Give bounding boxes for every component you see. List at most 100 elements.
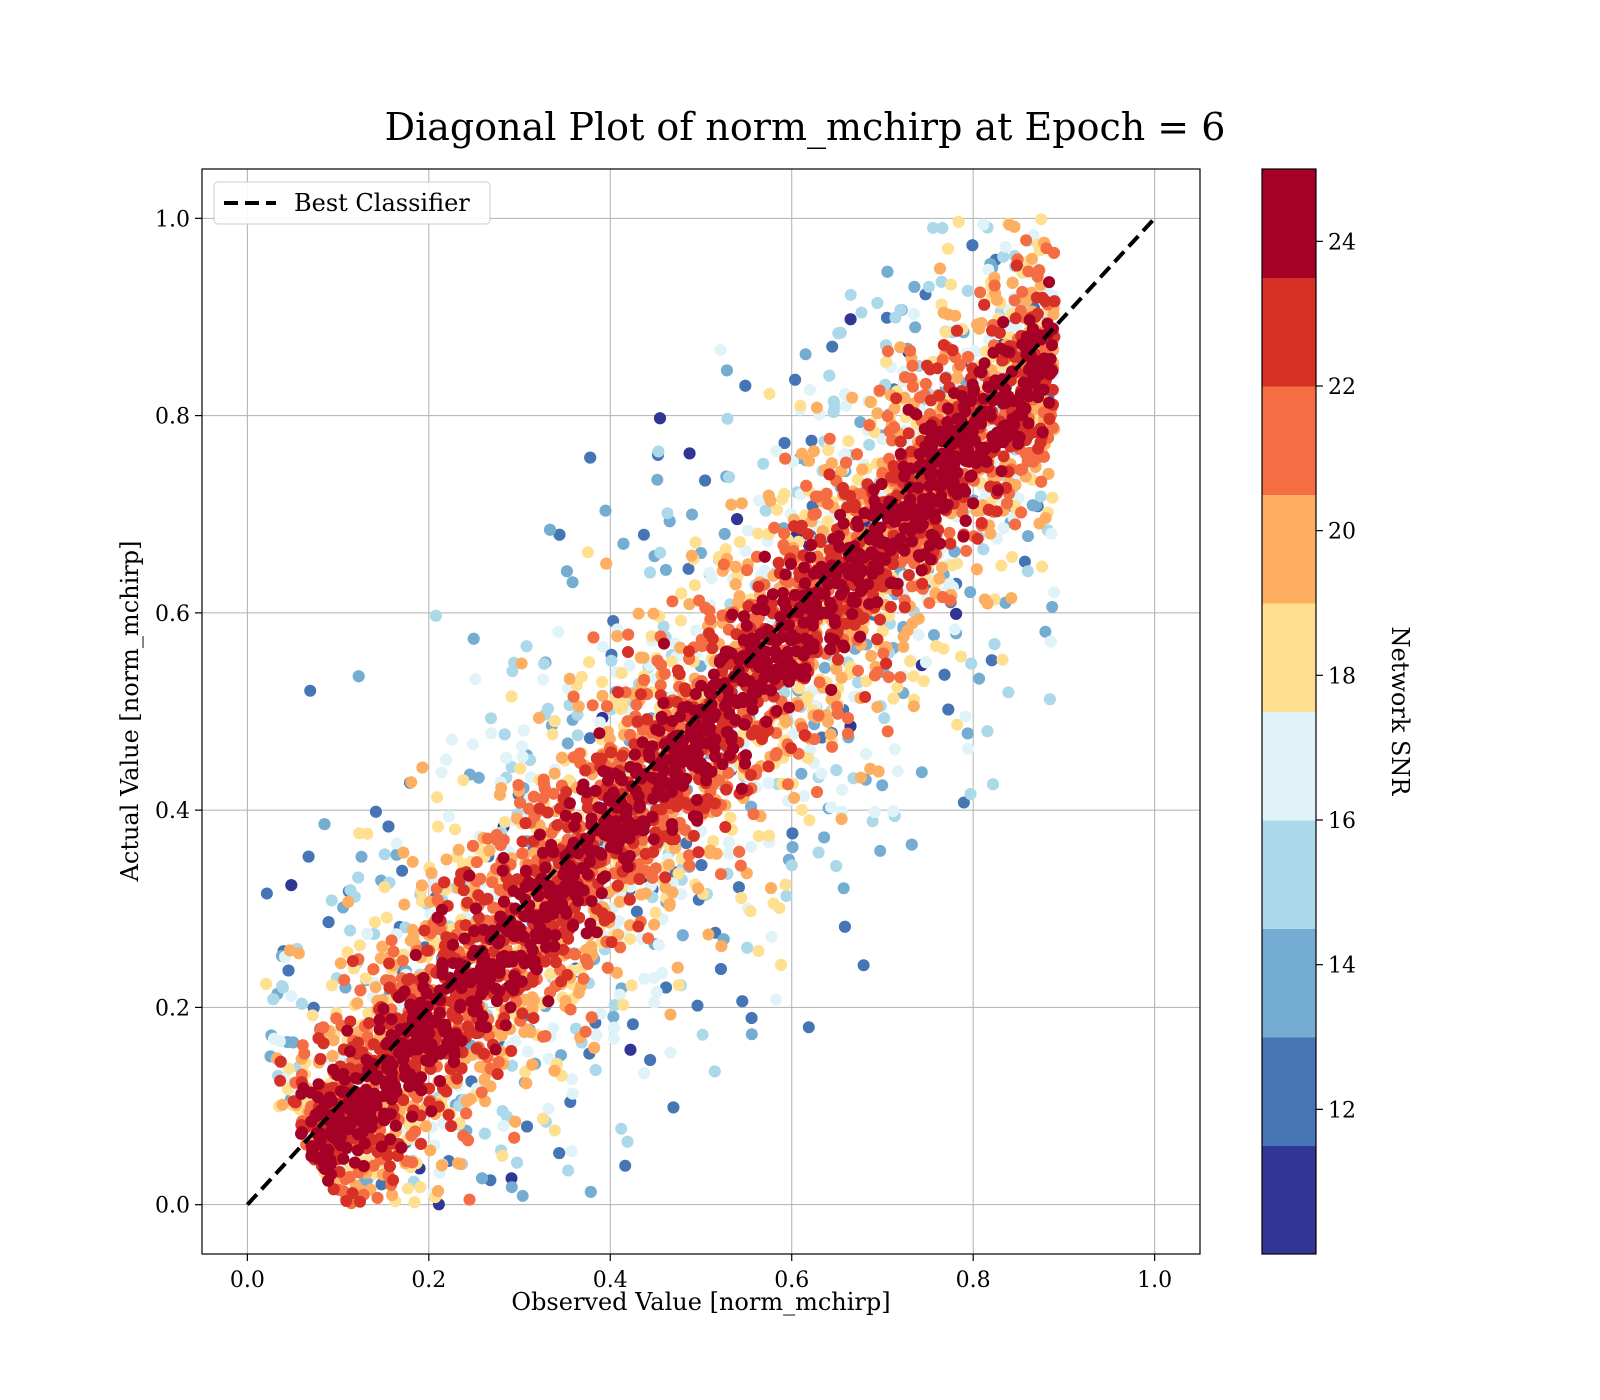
scatter-point xyxy=(734,859,747,872)
scatter-point xyxy=(342,895,355,908)
scatter-point xyxy=(840,400,852,412)
scatter-point xyxy=(495,1029,508,1042)
scatter-point xyxy=(644,1054,657,1066)
scatter-point xyxy=(519,993,532,1006)
scatter-point xyxy=(548,1064,561,1077)
scatter-point xyxy=(928,629,940,641)
scatter-point xyxy=(811,490,824,503)
scatter-point xyxy=(666,886,679,899)
scatter-point xyxy=(521,1045,534,1058)
scatter-point xyxy=(406,1156,419,1169)
scatter-point xyxy=(567,690,580,703)
scatter-point xyxy=(375,1178,388,1191)
scatter-point xyxy=(943,577,956,590)
scatter-point xyxy=(876,433,889,446)
scatter-point xyxy=(302,850,315,863)
scatter-point xyxy=(973,672,986,685)
scatter-point xyxy=(454,1158,467,1171)
scatter-point xyxy=(905,838,918,851)
scatter-point xyxy=(527,790,540,803)
scatter-point xyxy=(951,718,964,731)
scatter-point xyxy=(971,318,984,331)
scatter-point xyxy=(432,820,444,833)
scatter-point xyxy=(572,700,585,713)
scatter-point xyxy=(344,884,357,897)
scatter-point xyxy=(1046,491,1059,504)
scatter-point xyxy=(683,849,696,862)
scatter-point xyxy=(1015,506,1028,519)
scatter-point xyxy=(786,841,799,854)
scatter-point xyxy=(818,661,831,674)
scatter-point xyxy=(676,929,689,942)
scatter-point xyxy=(579,1025,592,1038)
scatter-point xyxy=(752,830,765,842)
scatter-point xyxy=(485,727,498,740)
scatter-point xyxy=(717,558,730,571)
scatter-point xyxy=(285,879,298,892)
scatter-point xyxy=(935,561,948,574)
scatter-point xyxy=(496,1149,509,1162)
scatter-point xyxy=(739,544,752,557)
scatter-point xyxy=(1046,600,1059,613)
scatter-point xyxy=(894,671,907,684)
scatter-point xyxy=(960,544,973,557)
scatter-point xyxy=(1035,213,1048,226)
scatter-point xyxy=(505,1181,518,1194)
scatter-point xyxy=(930,640,943,652)
scatter-point xyxy=(794,399,807,412)
scatter-point xyxy=(521,1120,533,1133)
scatter-point xyxy=(887,805,899,818)
scatter-point xyxy=(435,766,448,779)
scatter-point xyxy=(1040,242,1053,255)
scatter-point xyxy=(1020,234,1033,247)
scatter-point xyxy=(780,715,792,728)
scatter-point xyxy=(682,562,695,575)
scatter-point xyxy=(352,871,365,884)
scatter-point xyxy=(812,709,825,722)
scatter-point xyxy=(830,860,843,872)
scatter-point xyxy=(516,1189,529,1202)
scatter-point xyxy=(632,607,645,620)
scatter-point xyxy=(741,941,754,954)
scatter-point xyxy=(907,670,920,683)
scatter-point xyxy=(498,816,511,828)
scatter-point xyxy=(369,981,382,994)
scatter-point xyxy=(647,607,660,620)
scatter-point xyxy=(481,832,494,845)
scatter-point xyxy=(970,563,983,576)
scatter-point xyxy=(977,543,990,556)
scatter-point xyxy=(516,847,529,860)
scatter-point xyxy=(533,711,545,724)
scatter-point xyxy=(282,964,295,977)
scatter-point xyxy=(962,742,975,755)
scatter-point xyxy=(654,546,667,559)
scatter-point xyxy=(803,454,815,467)
scatter-point xyxy=(780,890,793,902)
scatter-point xyxy=(344,924,357,937)
scatter-point xyxy=(352,670,365,683)
scatter-point xyxy=(563,672,576,685)
scatter-point xyxy=(327,1034,340,1047)
scatter-point xyxy=(587,631,600,644)
scatter-point xyxy=(811,786,823,798)
scatter-point xyxy=(729,560,742,573)
scatter-point xyxy=(735,892,748,904)
scatter-point xyxy=(424,1144,437,1157)
scatter-point xyxy=(527,994,540,1006)
scatter-point xyxy=(580,944,593,956)
scatter-point xyxy=(285,990,298,1002)
scatter-point xyxy=(369,916,381,929)
scatter-point xyxy=(662,858,675,871)
scatter-point xyxy=(671,961,684,974)
scatter-point xyxy=(546,728,559,741)
scatter-point xyxy=(923,597,936,609)
scatter-point xyxy=(1001,497,1013,510)
scatter-point xyxy=(923,280,935,293)
scatter-point xyxy=(406,855,419,868)
scatter-point xyxy=(871,297,884,309)
scatter-point xyxy=(683,447,696,460)
scatter-point xyxy=(674,614,687,627)
scatter-point xyxy=(607,1032,620,1045)
scatter-point xyxy=(934,262,946,275)
scatter-point xyxy=(807,445,820,458)
